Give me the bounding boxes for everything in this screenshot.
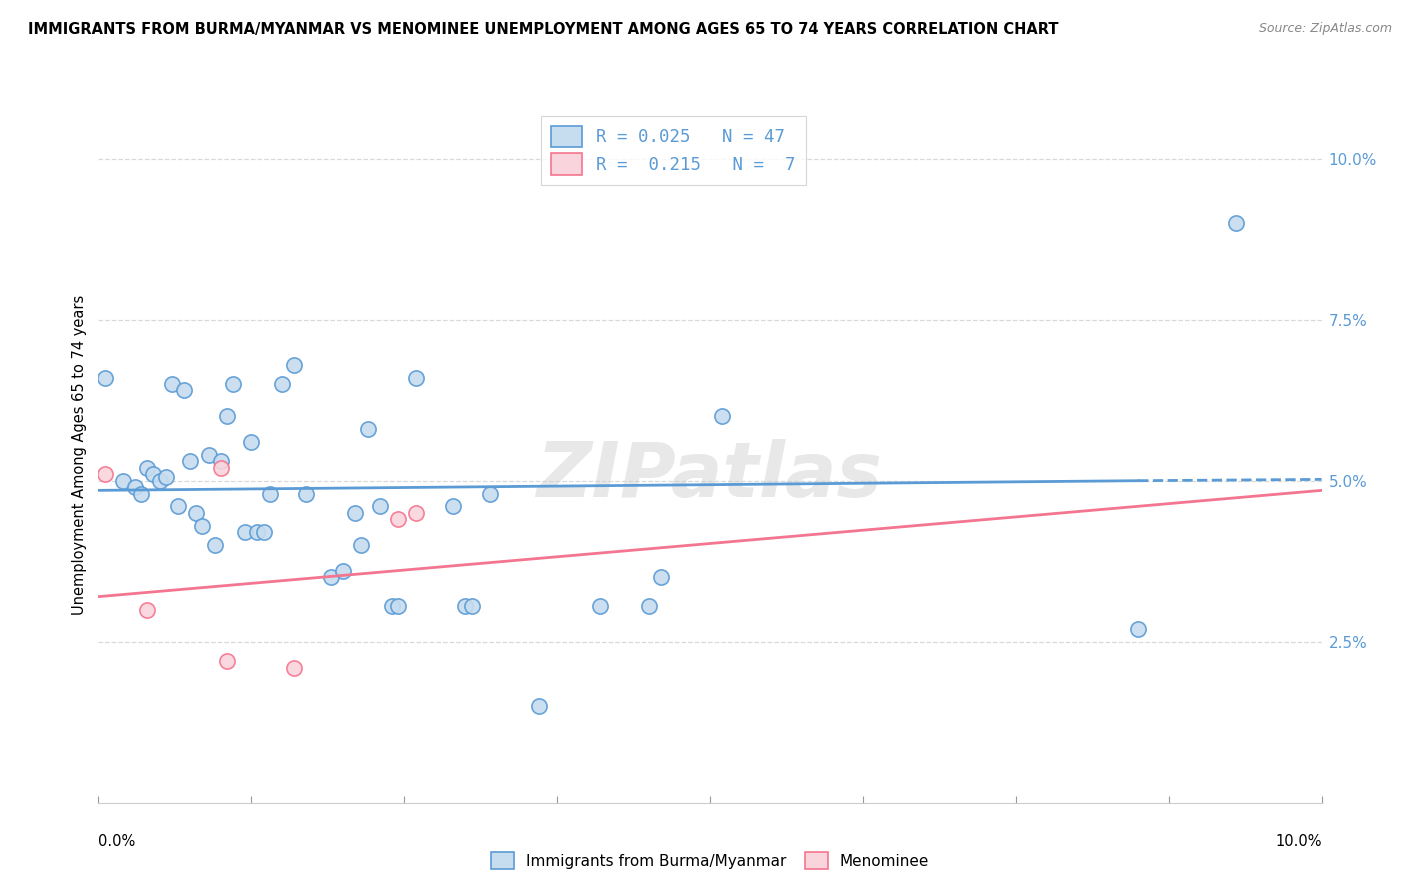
Point bbox=[209, 460, 232, 475]
Point bbox=[368, 500, 391, 514]
Point bbox=[173, 384, 195, 398]
Point bbox=[222, 377, 245, 392]
Point bbox=[270, 377, 294, 392]
Point bbox=[387, 512, 409, 526]
Point bbox=[93, 370, 115, 384]
Point bbox=[405, 506, 427, 520]
Point bbox=[460, 599, 482, 614]
Point bbox=[149, 474, 172, 488]
Point bbox=[259, 486, 281, 500]
Text: 0.0%: 0.0% bbox=[98, 834, 135, 849]
Y-axis label: Unemployment Among Ages 65 to 74 years: Unemployment Among Ages 65 to 74 years bbox=[72, 294, 87, 615]
Text: IMMIGRANTS FROM BURMA/MYANMAR VS MENOMINEE UNEMPLOYMENT AMONG AGES 65 TO 74 YEAR: IMMIGRANTS FROM BURMA/MYANMAR VS MENOMIN… bbox=[28, 22, 1059, 37]
Point bbox=[405, 370, 427, 384]
Point bbox=[142, 467, 165, 482]
Point bbox=[387, 599, 409, 614]
Point bbox=[129, 486, 152, 500]
Point bbox=[136, 460, 159, 475]
Point bbox=[381, 599, 404, 614]
Legend: Immigrants from Burma/Myanmar, Menominee: Immigrants from Burma/Myanmar, Menominee bbox=[485, 847, 935, 875]
Point bbox=[215, 654, 238, 668]
Point bbox=[191, 518, 214, 533]
Point bbox=[155, 470, 177, 484]
Point bbox=[233, 525, 256, 540]
Point bbox=[441, 500, 464, 514]
Point bbox=[204, 538, 226, 552]
Point bbox=[344, 506, 367, 520]
Point bbox=[319, 570, 342, 584]
Text: ZIPatlas: ZIPatlas bbox=[537, 439, 883, 513]
Point bbox=[179, 454, 201, 468]
Point bbox=[589, 599, 612, 614]
Point bbox=[478, 486, 501, 500]
Point bbox=[252, 525, 274, 540]
Point bbox=[332, 564, 354, 578]
Point bbox=[124, 480, 146, 494]
Point bbox=[1225, 216, 1247, 230]
Text: Source: ZipAtlas.com: Source: ZipAtlas.com bbox=[1258, 22, 1392, 36]
Point bbox=[240, 435, 263, 450]
Text: 10.0%: 10.0% bbox=[1275, 834, 1322, 849]
Point bbox=[638, 599, 661, 614]
Point bbox=[295, 486, 318, 500]
Point bbox=[186, 506, 208, 520]
Point bbox=[527, 699, 550, 714]
Point bbox=[283, 660, 305, 674]
Point bbox=[160, 377, 183, 392]
Point bbox=[93, 467, 115, 482]
Point bbox=[215, 409, 238, 424]
Point bbox=[209, 454, 232, 468]
Point bbox=[1128, 622, 1150, 636]
Point bbox=[197, 448, 219, 462]
Point bbox=[283, 358, 305, 372]
Point bbox=[711, 409, 734, 424]
Point bbox=[111, 474, 134, 488]
Point bbox=[136, 602, 159, 616]
Point bbox=[454, 599, 477, 614]
Point bbox=[650, 570, 672, 584]
Point bbox=[356, 422, 378, 436]
Point bbox=[167, 500, 190, 514]
Point bbox=[350, 538, 373, 552]
Point bbox=[246, 525, 269, 540]
